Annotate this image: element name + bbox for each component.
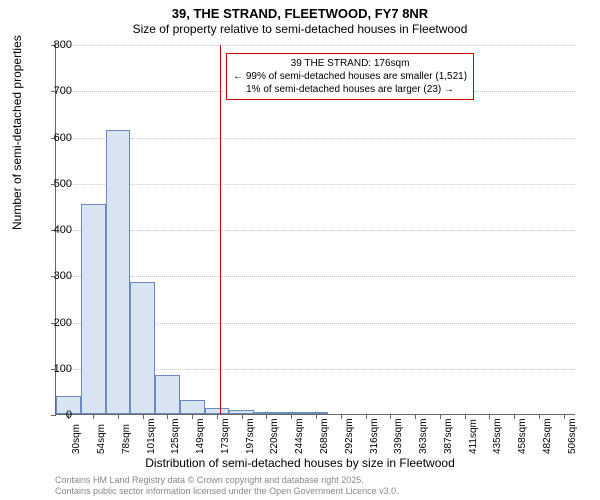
- xtick-label: 30sqm: [71, 424, 82, 454]
- xtick-label: 268sqm: [319, 418, 330, 454]
- ytick-label: 300: [32, 270, 72, 282]
- xtick-mark: [390, 414, 391, 419]
- xtick-label: 363sqm: [418, 418, 429, 454]
- xtick-label: 387sqm: [443, 418, 454, 454]
- gridline: [56, 45, 575, 46]
- xtick-label: 101sqm: [146, 418, 157, 454]
- xtick-mark: [465, 414, 466, 419]
- annotation-line3: 1% of semi-detached houses are larger (2…: [233, 83, 467, 96]
- ytick-label: 400: [32, 224, 72, 236]
- xtick-label: 435sqm: [492, 418, 503, 454]
- chart-container: 39, THE STRAND, FLEETWOOD, FY7 8NR Size …: [0, 0, 600, 500]
- xtick-label: 173sqm: [220, 418, 231, 454]
- xtick-label: 149sqm: [195, 418, 206, 454]
- gridline: [56, 230, 575, 231]
- footer-line1: Contains HM Land Registry data © Crown c…: [55, 475, 399, 486]
- histogram-bar: [81, 204, 106, 414]
- xtick-mark: [217, 414, 218, 419]
- ytick-label: 800: [32, 39, 72, 51]
- xtick-label: 458sqm: [517, 418, 528, 454]
- gridline: [56, 184, 575, 185]
- xtick-label: 506sqm: [567, 418, 578, 454]
- annotation-line1: 39 THE STRAND: 176sqm: [233, 57, 467, 70]
- xtick-mark: [514, 414, 515, 419]
- xtick-mark: [93, 414, 94, 419]
- x-axis-label: Distribution of semi-detached houses by …: [0, 456, 600, 470]
- xtick-label: 411sqm: [468, 419, 479, 454]
- xtick-mark: [118, 414, 119, 419]
- histogram-bar: [130, 282, 155, 414]
- xtick-mark: [440, 414, 441, 419]
- xtick-mark: [266, 414, 267, 419]
- ytick-label: 100: [32, 363, 72, 375]
- histogram-bar: [106, 130, 131, 414]
- chart-title-main: 39, THE STRAND, FLEETWOOD, FY7 8NR: [0, 6, 600, 21]
- histogram-bar: [155, 375, 180, 414]
- ytick-label: 500: [32, 178, 72, 190]
- xtick-mark: [539, 414, 540, 419]
- marker-line: [220, 45, 221, 414]
- ytick-label: 600: [32, 132, 72, 144]
- xtick-mark: [143, 414, 144, 419]
- xtick-label: 482sqm: [542, 418, 553, 454]
- xtick-label: 125sqm: [170, 418, 181, 454]
- xtick-label: 197sqm: [245, 418, 256, 454]
- xtick-mark: [316, 414, 317, 419]
- xtick-mark: [291, 414, 292, 419]
- xtick-label: 54sqm: [96, 424, 107, 454]
- xtick-mark: [192, 414, 193, 419]
- xtick-label: 220sqm: [269, 418, 280, 454]
- gridline: [56, 138, 575, 139]
- xtick-mark: [167, 414, 168, 419]
- footer-attribution: Contains HM Land Registry data © Crown c…: [55, 475, 399, 497]
- xtick-mark: [489, 414, 490, 419]
- annotation-line2: ← 99% of semi-detached houses are smalle…: [233, 70, 467, 83]
- xtick-mark: [366, 414, 367, 419]
- chart-title-sub: Size of property relative to semi-detach…: [0, 22, 600, 36]
- xtick-label: 339sqm: [393, 418, 404, 454]
- xtick-mark: [242, 414, 243, 419]
- xtick-mark: [564, 414, 565, 419]
- xtick-label: 78sqm: [121, 424, 132, 454]
- gridline: [56, 276, 575, 277]
- ytick-label: 200: [32, 317, 72, 329]
- ytick-label: 700: [32, 85, 72, 97]
- ytick-label: 0: [32, 409, 72, 421]
- xtick-label: 292sqm: [344, 418, 355, 454]
- footer-line2: Contains public sector information licen…: [55, 486, 399, 497]
- annotation-box: 39 THE STRAND: 176sqm← 99% of semi-detac…: [226, 53, 474, 100]
- xtick-label: 244sqm: [294, 418, 305, 454]
- y-axis-label: Number of semi-detached properties: [10, 35, 24, 230]
- xtick-mark: [341, 414, 342, 419]
- histogram-bar: [180, 400, 205, 414]
- plot-area: 39 THE STRAND: 176sqm← 99% of semi-detac…: [55, 45, 575, 415]
- xtick-label: 316sqm: [369, 418, 380, 454]
- xtick-mark: [415, 414, 416, 419]
